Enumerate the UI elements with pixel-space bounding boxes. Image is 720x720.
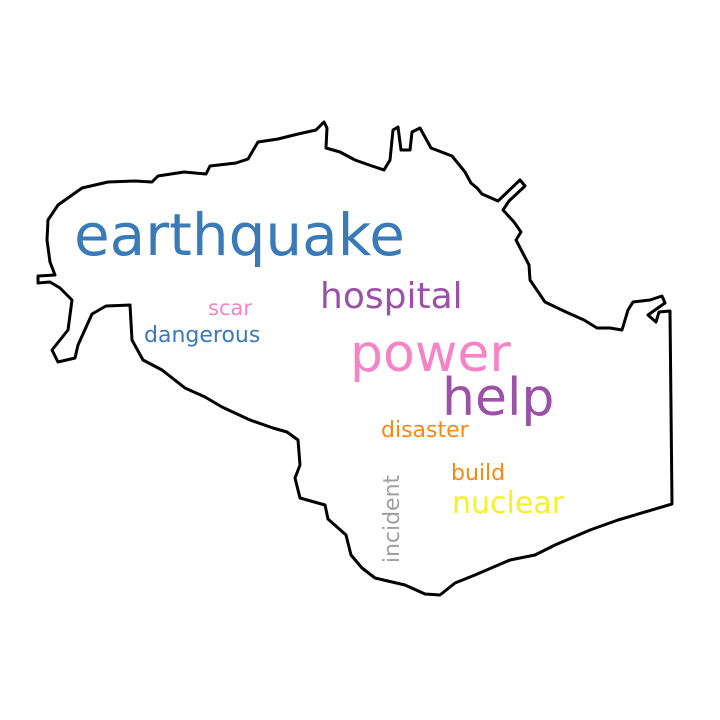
word-earthquake: earthquake [74,201,405,269]
word-build: build [451,461,506,486]
word-power: power [350,324,511,384]
word-disaster: disaster [381,418,469,443]
word-help: help [442,368,555,428]
word-nuclear: nuclear [452,486,565,521]
word-dangerous: dangerous [144,323,261,348]
word-incident: incident [380,474,406,564]
word-hospital: hospital [320,276,463,317]
word-scar: scar [208,296,252,320]
